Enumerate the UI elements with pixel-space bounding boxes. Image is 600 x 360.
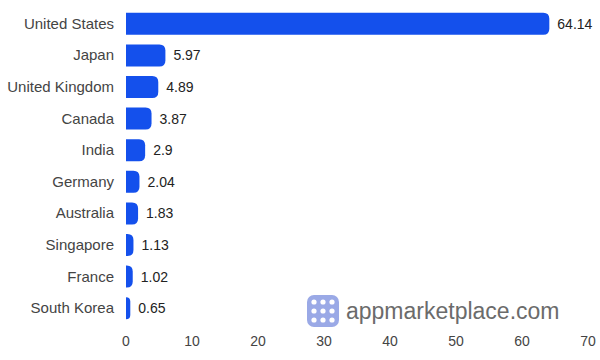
data-label: 4.89 bbox=[166, 79, 193, 95]
data-label: 2.04 bbox=[147, 174, 174, 190]
watermark-icon bbox=[307, 295, 339, 327]
category-label: United States bbox=[24, 15, 114, 32]
bar bbox=[126, 13, 549, 35]
category-label: Canada bbox=[61, 110, 114, 127]
watermark-icon-dot bbox=[320, 308, 325, 313]
x-tick-label: 30 bbox=[316, 333, 332, 349]
bar bbox=[126, 171, 139, 193]
bar bbox=[126, 108, 152, 130]
category-label: Japan bbox=[73, 46, 114, 63]
x-tick-label: 10 bbox=[184, 333, 200, 349]
x-tick-label: 20 bbox=[250, 333, 266, 349]
watermark: appmarketplace.com bbox=[307, 295, 560, 327]
watermark-icon-dot bbox=[329, 317, 334, 322]
x-tick-label: 70 bbox=[580, 333, 596, 349]
chart-svg: appmarketplace.com 0 10 20 30 40 50 60 70 United … bbox=[0, 0, 600, 360]
category-label: Australia bbox=[56, 204, 115, 221]
annotation: appmarketplace.com bbox=[346, 298, 560, 324]
watermark-icon-dot bbox=[329, 308, 334, 313]
bars bbox=[126, 13, 549, 319]
bar bbox=[126, 202, 138, 224]
data-label: 0.65 bbox=[138, 300, 165, 316]
category-label: South Korea bbox=[31, 299, 115, 316]
bar bbox=[126, 44, 165, 66]
data-label: 64.14 bbox=[557, 16, 592, 32]
bar bbox=[126, 266, 133, 288]
category-label: Singapore bbox=[46, 236, 114, 253]
category-label: United Kingdom bbox=[7, 78, 114, 95]
watermark-icon-dot bbox=[320, 299, 325, 304]
data-label: 1.02 bbox=[141, 269, 168, 285]
data-label: 1.83 bbox=[146, 205, 173, 221]
category-label: France bbox=[67, 268, 114, 285]
category-label: Germany bbox=[52, 173, 114, 190]
watermark-icon-dot bbox=[311, 308, 316, 313]
watermark-icon-dot bbox=[320, 317, 325, 322]
data-label: 5.97 bbox=[173, 47, 200, 63]
data-label: 3.87 bbox=[160, 111, 187, 127]
x-tick-label: 40 bbox=[382, 333, 398, 349]
data-label: 1.13 bbox=[141, 237, 168, 253]
bar bbox=[126, 297, 130, 319]
category-label: India bbox=[81, 141, 114, 158]
watermark-icon-dot bbox=[311, 317, 316, 322]
x-tick-label: 60 bbox=[514, 333, 530, 349]
watermark-icon-dot bbox=[311, 299, 316, 304]
chart-container: appmarketplace.com 0 10 20 30 40 50 60 70 United … bbox=[0, 0, 600, 360]
bar bbox=[126, 76, 158, 98]
data-label: 2.9 bbox=[153, 142, 173, 158]
x-tick-label: 0 bbox=[122, 333, 130, 349]
bar bbox=[126, 139, 145, 161]
x-tick-label: 50 bbox=[448, 333, 464, 349]
watermark-icon-dot bbox=[329, 299, 334, 304]
bar bbox=[126, 234, 133, 256]
